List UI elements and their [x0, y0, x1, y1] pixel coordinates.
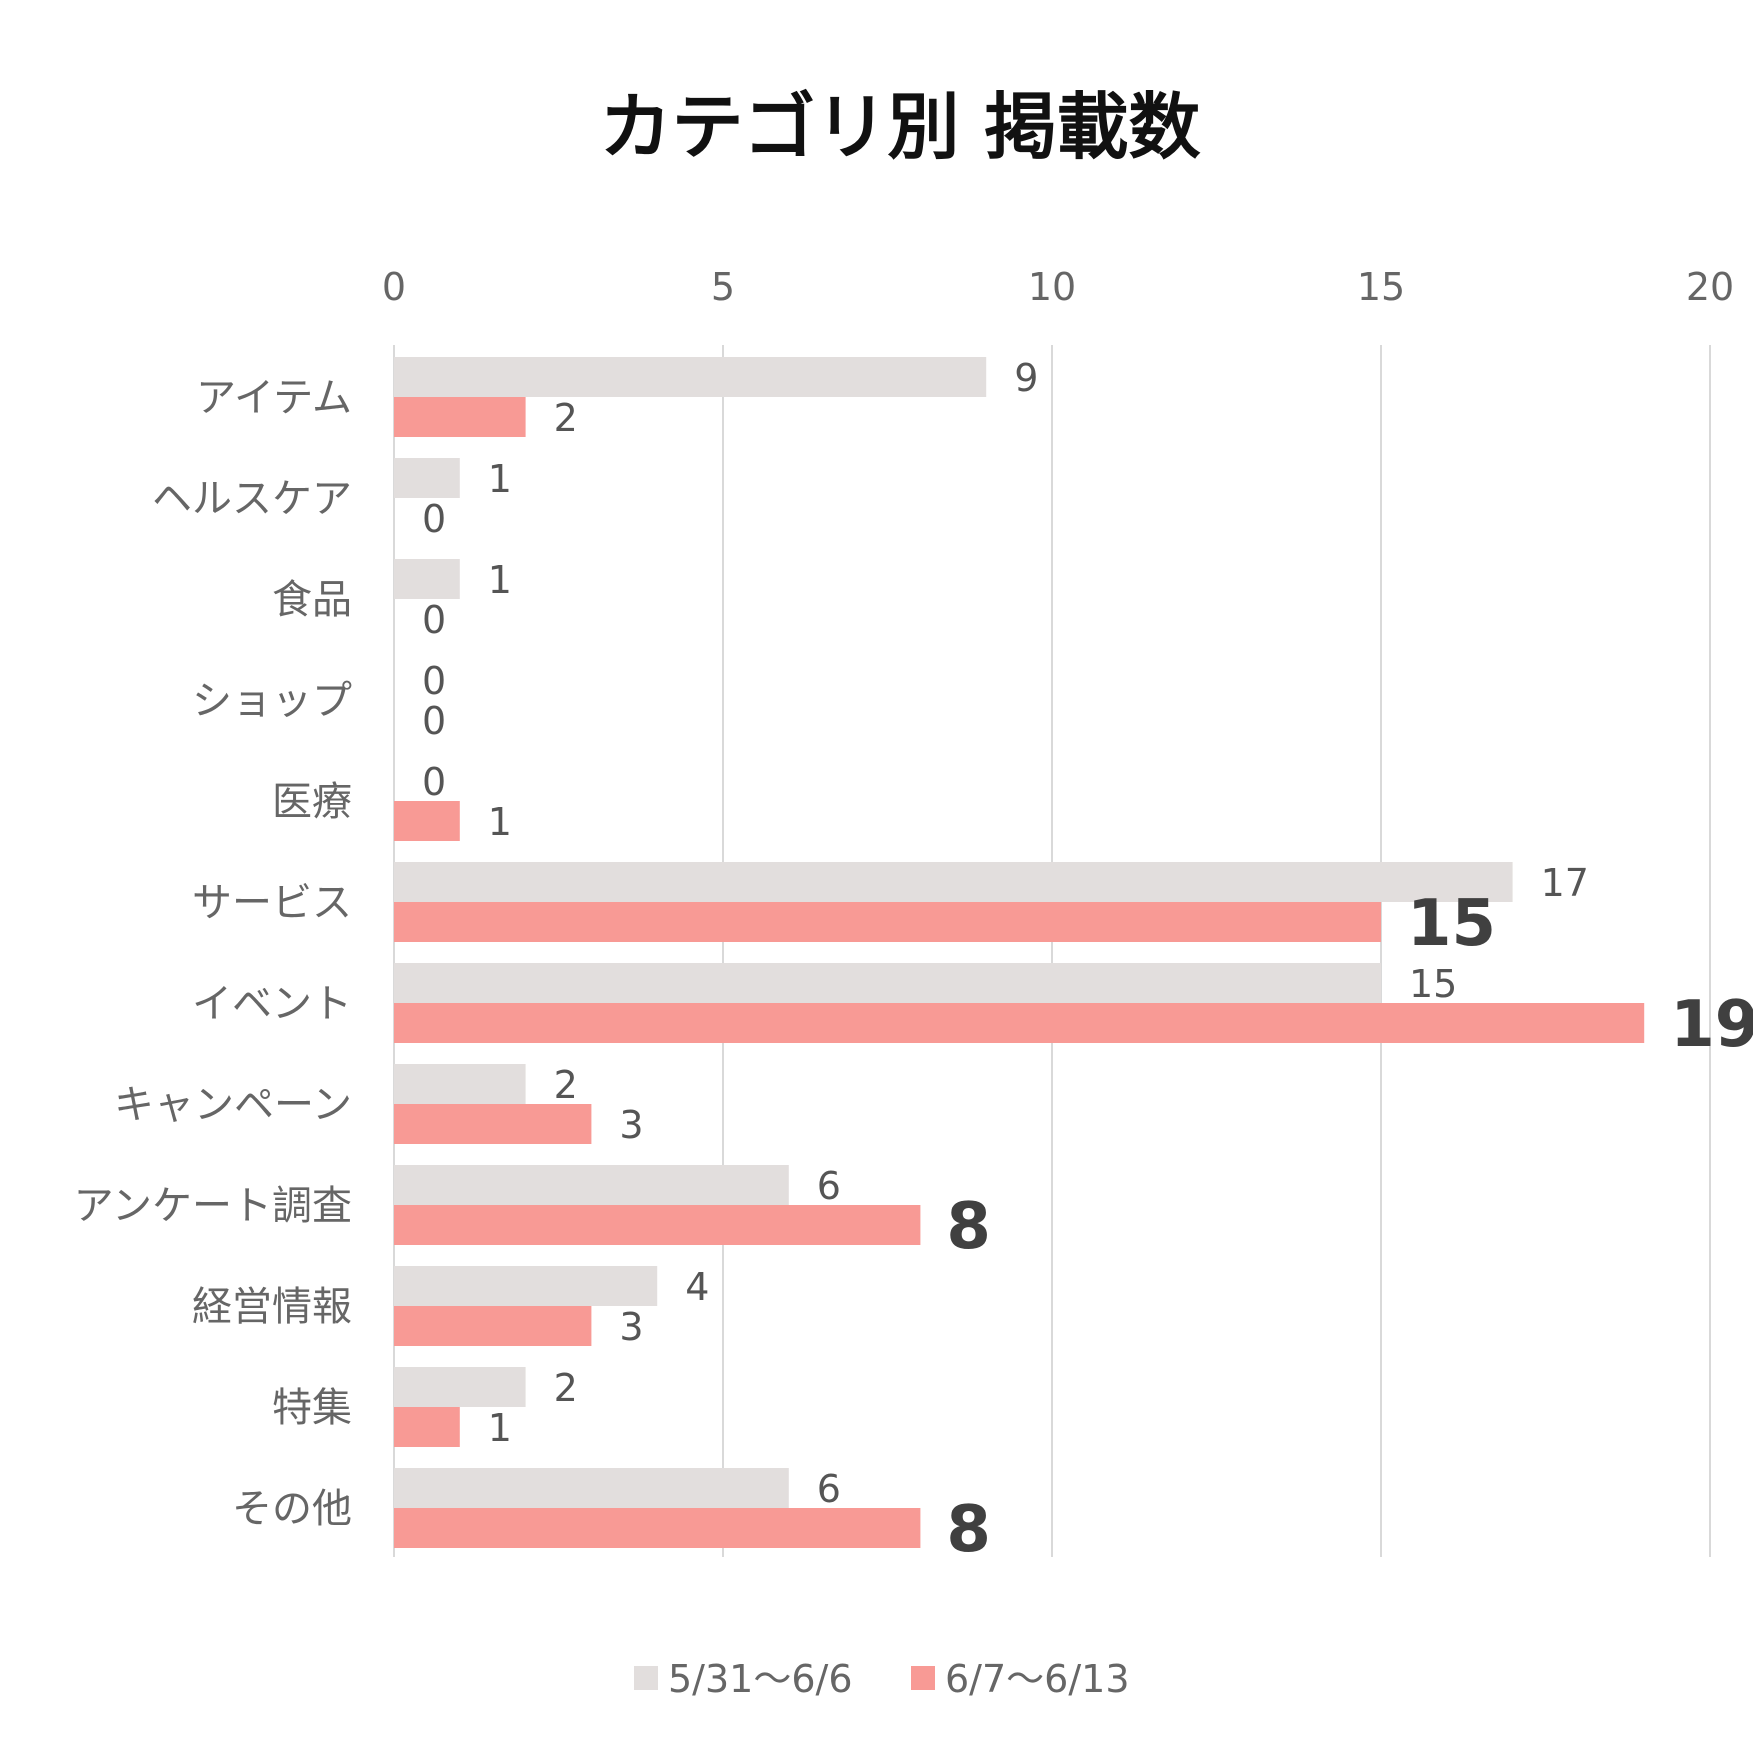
data-label-series0-3: 0: [422, 659, 446, 703]
bar-series0-0: [394, 357, 987, 397]
data-label-series1-0: 2: [554, 396, 578, 440]
category-label-9: 経営情報: [192, 1284, 352, 1330]
bar-series0-6: [394, 963, 1381, 1003]
legend-label-1: 6/7〜6/13: [945, 1657, 1130, 1701]
legend-label-0: 5/31〜6/6: [668, 1657, 853, 1701]
data-label-series0-2: 1: [488, 558, 512, 602]
data-label-series1-7: 3: [619, 1103, 643, 1147]
category-label-4: 医療: [272, 779, 352, 825]
legend-swatch-1: [911, 1666, 935, 1690]
x-tick-label-4: 20: [1686, 265, 1734, 309]
category-label-11: その他: [232, 1486, 352, 1532]
x-tick-label-0: 0: [382, 265, 406, 309]
data-label-series0-4: 0: [422, 760, 446, 804]
data-label-series1-6: 19: [1670, 988, 1753, 1062]
data-label-series0-11: 6: [817, 1467, 841, 1511]
bar-series1-0: [394, 397, 526, 437]
data-label-series0-1: 1: [488, 457, 512, 501]
bar-series1-8: [394, 1205, 921, 1245]
data-label-series1-5: 15: [1407, 887, 1496, 961]
bar-series0-11: [394, 1468, 789, 1508]
category-label-7: キャンペーン: [114, 1082, 352, 1128]
data-label-series0-10: 2: [554, 1366, 578, 1410]
data-label-series0-9: 4: [685, 1265, 709, 1309]
data-label-series1-10: 1: [488, 1406, 512, 1450]
legend: 5/31〜6/6 6/7〜6/13: [634, 1657, 1130, 1701]
category-label-5: サービス: [192, 880, 352, 926]
data-label-series1-8: 8: [946, 1190, 991, 1264]
x-axis-ticks: 0 5 10 15 20: [382, 265, 1734, 309]
x-tick-label-1: 5: [711, 265, 735, 309]
bar-series1-4: [394, 801, 460, 841]
category-label-8: アンケート調査: [74, 1183, 352, 1229]
x-tick-label-2: 10: [1028, 265, 1076, 309]
data-label-series1-4: 1: [488, 800, 512, 844]
bar-series0-2: [394, 559, 460, 599]
bar-series1-5: [394, 902, 1381, 942]
bar-series0-7: [394, 1064, 526, 1104]
bar-series1-11: [394, 1508, 921, 1548]
category-label-1: ヘルスケア: [152, 476, 352, 522]
category-label-2: 食品: [272, 577, 352, 623]
bar-series1-6: [394, 1003, 1645, 1043]
data-label-series0-8: 6: [817, 1164, 841, 1208]
x-tick-label-3: 15: [1357, 265, 1405, 309]
category-label-3: ショップ: [192, 678, 352, 724]
bars: [394, 357, 1645, 1548]
data-label-series0-6: 15: [1409, 962, 1457, 1006]
bar-series0-10: [394, 1367, 526, 1407]
bar-series1-7: [394, 1104, 592, 1144]
data-label-series0-0: 9: [1014, 356, 1038, 400]
bar-series1-9: [394, 1306, 592, 1346]
bar-series0-9: [394, 1266, 658, 1306]
data-label-series1-3: 0: [422, 699, 446, 743]
data-label-series0-5: 17: [1541, 861, 1589, 905]
data-label-series1-2: 0: [422, 598, 446, 642]
bar-series1-10: [394, 1407, 460, 1447]
bar-series0-8: [394, 1165, 789, 1205]
data-label-series1-1: 0: [422, 497, 446, 541]
grid-layer: [393, 345, 1711, 1557]
data-label-series1-11: 8: [946, 1493, 991, 1567]
category-labels: アイテムヘルスケア食品ショップ医療サービスイベントキャンペーンアンケート調査経営…: [74, 375, 352, 1532]
category-label-10: 特集: [272, 1385, 352, 1431]
category-label-6: イベント: [192, 981, 352, 1027]
data-label-series1-9: 3: [619, 1305, 643, 1349]
bar-series0-5: [394, 862, 1513, 902]
legend-swatch-0: [634, 1666, 658, 1690]
data-label-series0-7: 2: [554, 1063, 578, 1107]
category-label-0: アイテム: [196, 375, 352, 421]
chart-title: カテゴリ別 掲載数: [599, 85, 1200, 169]
bar-series0-1: [394, 458, 460, 498]
